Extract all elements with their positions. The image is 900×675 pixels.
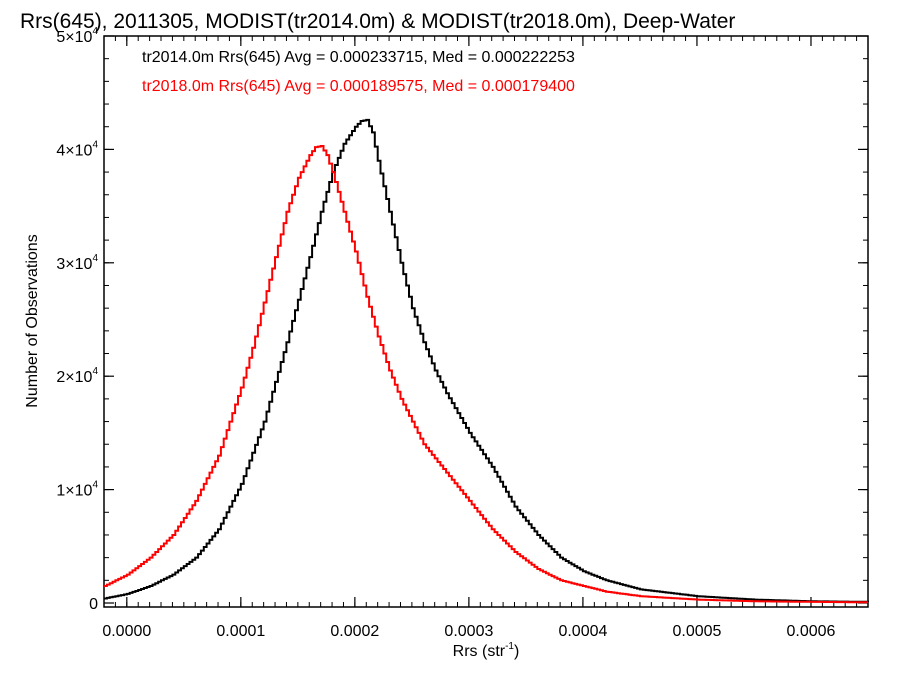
y-tick-label-text: 2×10 [56,369,92,386]
y-tick-label-sup: 4 [92,26,98,37]
x-axis-label-text: Rrs (str [453,643,506,660]
x-axis-label-end: ) [514,643,519,660]
y-tick-label: 1×104 [56,480,98,500]
y-tick-label: 0 [89,596,98,613]
y-tick-label: 5×104 [56,26,98,46]
x-axis-ticks: 0.0000 0.0001 0.0002 0.0003 0.0004 0.0005 0.00… [102,36,869,640]
y-tick-label-text: 1×10 [56,483,92,500]
y-tick-label-sup: 4 [92,139,98,150]
y-tick-label-sup: 4 [92,366,98,377]
y-tick-label-sup: 4 [92,253,98,264]
x-tick-label: 0.0004 [558,623,607,640]
histogram-series-0 [104,118,869,603]
x-tick-label: 0.0003 [444,623,493,640]
annotation-tr2018: tr2018.0m Rrs(645) Avg = 0.000189575, Me… [142,78,575,95]
x-tick-label: 0.0001 [216,623,265,640]
y-axis-label: Number of Observations [24,234,41,407]
x-tick-label: 0.0005 [672,623,721,640]
y-tick-label: 4×104 [56,139,98,159]
x-tick-label: 0.0006 [787,623,836,640]
plot-frame [103,35,869,608]
x-axis-label: Rrs (str-1) [453,641,520,660]
annotation-tr2014: tr2014.0m Rrs(645) Avg = 0.000233715, Me… [142,49,575,66]
series-layer [104,118,869,604]
y-tick-label-text: 5×10 [56,29,92,46]
y-tick-label-text: 0 [89,596,98,613]
x-tick-label: 0.0002 [330,623,379,640]
x-tick-label: 0.0000 [102,623,151,640]
x-axis-label-sup: -1 [505,641,514,652]
y-tick-label-text: 3×10 [56,256,92,273]
histogram-series-1 [104,145,868,604]
chart-title: Rrs(645), 2011305, MODIST(tr2014.0m) & M… [20,10,735,33]
y-tick-label: 3×104 [56,253,98,273]
y-tick-label: 2×104 [56,366,98,386]
y-tick-label-text: 4×10 [56,142,92,159]
y-tick-label-sup: 4 [92,480,98,491]
